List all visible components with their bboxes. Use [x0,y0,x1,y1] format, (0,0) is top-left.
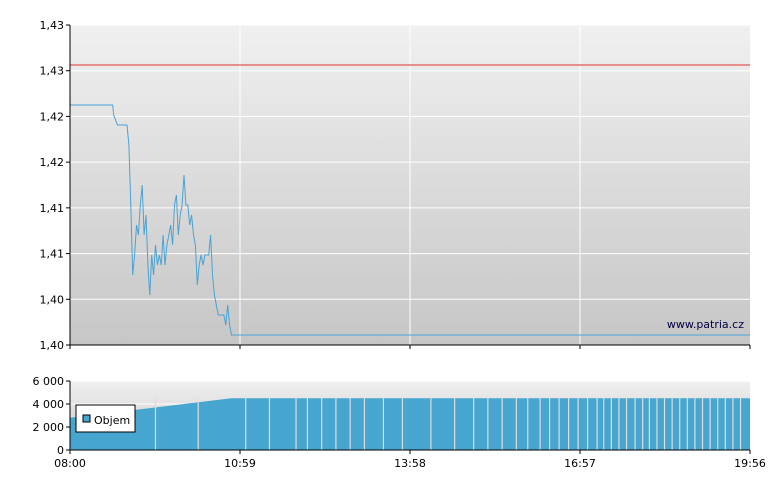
volume-gaps [154,398,742,450]
price-y-tick-label: 1,41 [40,202,65,215]
price-x-axis-ticks [69,345,751,349]
volume-x-tick-label: 16:57 [564,457,596,470]
volume-x-tick-label: 10:59 [224,457,256,470]
legend-swatch [82,414,91,423]
volume-x-tick-label: 13:58 [394,457,426,470]
volume-x-tick-label: 19:56 [734,457,766,470]
volume-x-tick-label: 08:00 [54,457,86,470]
volume-y-tick-label: 6 000 [33,375,65,388]
price-y-tick-label: 1,42 [40,110,65,123]
price-y-tick-label: 1,40 [40,339,65,352]
price-y-tick-label: 1,40 [40,293,65,306]
volume-y-axis: 0 2 000 4 000 6 000 [33,375,70,457]
volume-x-axis: 08:00 10:59 13:58 16:57 19:56 [54,450,766,470]
price-y-axis: 1,40 1,40 1,41 1,41 1,42 1,42 1,43 1,43 [40,19,70,352]
price-gridlines [70,24,750,345]
price-y-tick-label: 1,43 [40,19,65,32]
price-y-tick-label: 1,41 [40,248,65,261]
price-y-tick-label: 1,43 [40,65,65,78]
volume-y-tick-label: 4 000 [33,398,65,411]
legend-label: Objem [94,414,130,427]
price-y-tick-label: 1,42 [40,156,65,169]
price-line [70,104,750,336]
volume-y-tick-label: 0 [57,444,64,457]
watermark: www.patria.cz [667,318,744,331]
legend-box [75,404,136,433]
volume-area [70,398,750,450]
volume-y-tick-label: 2 000 [33,421,65,434]
volume-legend: Objem [75,404,136,433]
